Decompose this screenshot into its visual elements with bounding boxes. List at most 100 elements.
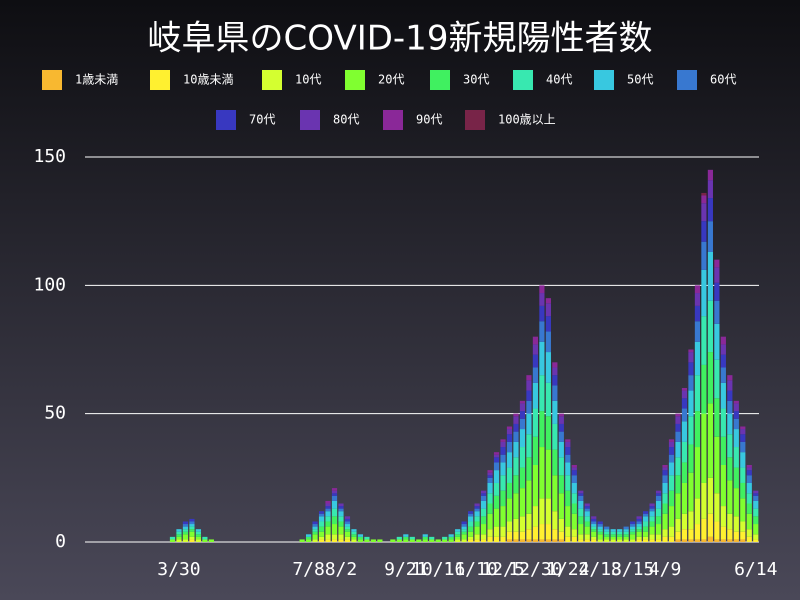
bar-segment — [331, 495, 338, 501]
x-tick-label: 3/15 — [611, 559, 654, 580]
bar-segment — [461, 529, 467, 532]
bar-segment — [500, 475, 506, 491]
bar-segment — [707, 300, 713, 353]
y-tick-label: 100 — [33, 274, 66, 295]
legend-swatch — [42, 70, 62, 90]
bar-segment — [532, 382, 539, 409]
bar-segment — [338, 508, 344, 512]
bar-segment — [506, 434, 513, 442]
bar-segment — [630, 539, 636, 542]
bar-segment — [707, 180, 713, 199]
bar-segment — [182, 526, 189, 530]
bar-segment — [565, 490, 571, 507]
bar-segment — [565, 462, 571, 476]
bar-segment — [733, 400, 739, 404]
bar-segment — [571, 529, 577, 537]
bar-segment — [532, 526, 539, 540]
bar-segment — [403, 534, 409, 537]
bar-segment — [506, 482, 513, 499]
x-tick-label: 8/2 — [325, 559, 358, 580]
bar-segment — [694, 539, 701, 542]
bar-segment — [610, 536, 616, 540]
bar-segment — [733, 531, 739, 540]
bar-segment — [312, 539, 318, 542]
bar-segment — [681, 482, 688, 514]
bar-segment — [461, 531, 467, 535]
bar-segment — [662, 536, 668, 542]
bar-segment — [688, 416, 694, 445]
bar-segment — [668, 526, 675, 537]
bar-segment — [584, 521, 590, 527]
bar-segment — [526, 539, 532, 542]
bar-segment — [675, 518, 681, 532]
bar-segment — [714, 259, 720, 268]
bar-segment — [189, 518, 195, 522]
bar-segment — [740, 539, 746, 542]
bar-segment — [513, 413, 519, 417]
bar-segment — [720, 408, 726, 437]
bar-segment — [558, 416, 564, 424]
bar-segment — [558, 518, 564, 532]
bar-segment — [701, 539, 707, 542]
bar-segment — [720, 382, 726, 409]
bar-segment — [655, 508, 662, 517]
legend-label: 90代 — [416, 113, 442, 127]
bar-segment — [746, 493, 752, 504]
bar-segment — [701, 316, 707, 365]
bar-segment — [189, 531, 195, 537]
bar-segment — [630, 529, 636, 532]
bar-segment — [740, 498, 746, 522]
bar-segment — [604, 531, 610, 535]
bar-segment — [176, 536, 182, 540]
bar-segment — [578, 508, 584, 517]
bar-segment — [623, 529, 629, 532]
bar-segment — [662, 529, 668, 537]
bar-segment — [513, 431, 519, 442]
bar-segment — [740, 434, 746, 442]
bar-segment — [662, 482, 668, 494]
bar-segment — [733, 467, 739, 489]
bar-segment — [746, 470, 752, 476]
bar-segment — [539, 498, 545, 525]
bar-segment — [707, 352, 713, 404]
bar-segment — [694, 498, 701, 525]
bar-segment — [480, 490, 487, 494]
bar-segment — [539, 293, 545, 306]
bar-segment — [681, 408, 688, 422]
bar-segment — [558, 431, 564, 442]
bar-segment — [338, 506, 344, 509]
bar-segment — [668, 506, 675, 527]
bar-segment — [591, 516, 597, 519]
bar-segment — [701, 195, 707, 204]
bar-segment — [500, 462, 506, 476]
bar-segment — [662, 467, 668, 471]
bar-segment — [318, 531, 325, 537]
bar-segment — [552, 423, 558, 450]
bar-segment — [370, 539, 376, 542]
bar-segment — [409, 539, 415, 542]
bar-segment — [681, 513, 688, 530]
bar-segment — [727, 380, 733, 391]
bar-segment — [519, 467, 526, 489]
bar-segment — [500, 441, 506, 448]
bar-segment — [545, 449, 551, 499]
bar-segment — [720, 367, 726, 383]
bar-segment — [312, 534, 318, 540]
bar-segment — [480, 539, 487, 542]
bar-segment — [357, 534, 364, 537]
bar-segment — [681, 398, 688, 409]
bar-segment — [727, 539, 733, 542]
bar-segment — [694, 411, 701, 448]
bar-segment — [480, 516, 487, 525]
bar-segment — [195, 534, 202, 537]
bar-segment — [746, 475, 752, 483]
bar-segment — [584, 503, 590, 507]
bar-segment — [707, 221, 713, 252]
bar-segment — [344, 539, 351, 542]
bar-segment — [604, 539, 610, 542]
bar-segment — [746, 529, 752, 537]
bar-segment — [539, 375, 545, 412]
bar-segment — [526, 390, 532, 401]
bar-segment — [668, 475, 675, 491]
bar-segment — [325, 500, 331, 504]
